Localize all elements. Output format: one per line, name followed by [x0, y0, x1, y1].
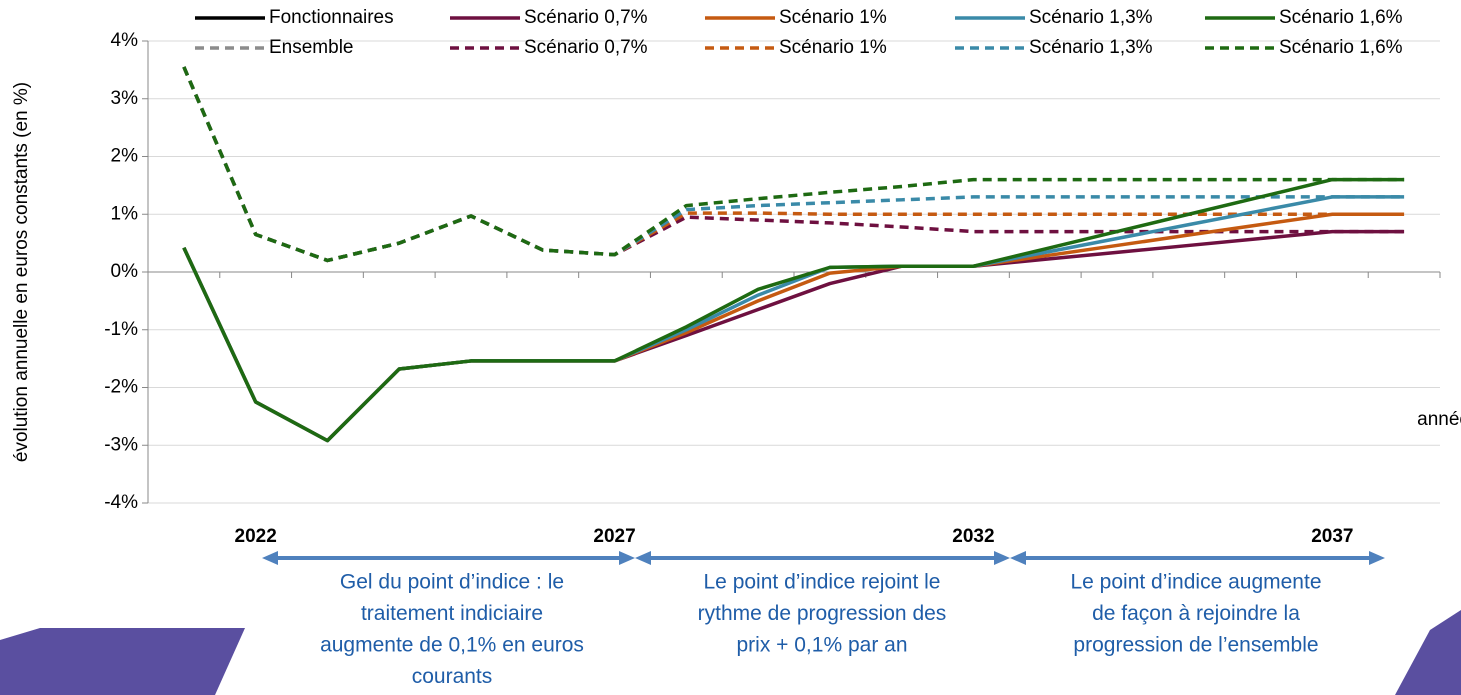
x-axis-title: année — [1417, 409, 1461, 430]
arrows — [262, 551, 1385, 565]
series-line — [182, 212, 1405, 443]
y-tick-label: -4% — [104, 492, 138, 513]
x-tick-label: 2027 — [593, 526, 635, 547]
x-tick-label: 2037 — [1311, 526, 1353, 547]
y-tick-label: 3% — [111, 88, 139, 109]
x-tick-label: 2022 — [235, 526, 277, 547]
legend-label: Scénario 1,3% — [1029, 37, 1153, 58]
annotation: Gel du point d’indice : le — [340, 571, 564, 594]
annotation: progression de l’ensemble — [1073, 634, 1318, 657]
legend-label: Scénario 1% — [779, 7, 887, 28]
annotation: de façon à rejoindre la — [1092, 602, 1300, 625]
legend-label: Scénario 1% — [779, 37, 887, 58]
annotation: augmente de 0,1% en euros — [320, 634, 584, 657]
annotation: prix + 0,1% par an — [736, 634, 907, 657]
legend-label: Ensemble — [269, 37, 354, 58]
annotation: courants — [412, 665, 493, 688]
legend-label: Fonctionnaires — [269, 7, 394, 28]
series-line — [182, 195, 1405, 443]
annotation: traitement indiciaire — [361, 602, 543, 625]
decoration — [0, 628, 245, 695]
legend-label: Scénario 0,7% — [524, 7, 648, 28]
decoration — [1395, 610, 1461, 695]
legend-label: Scénario 0,7% — [524, 37, 648, 58]
legend-label: Scénario 1,3% — [1029, 7, 1153, 28]
legend-label: Scénario 1,6% — [1279, 7, 1403, 28]
y-tick-label: 0% — [111, 261, 139, 282]
series-line — [182, 66, 1405, 263]
x-tick-label: 2032 — [952, 526, 994, 547]
y-tick-label: 2% — [111, 146, 139, 167]
series-line — [182, 229, 1405, 443]
annotation: Le point d’indice augmente — [1070, 571, 1321, 594]
y-axis-title: évolution annuelle en euros constants (e… — [11, 82, 32, 462]
y-tick-label: -3% — [104, 434, 138, 455]
series-line — [182, 177, 1405, 443]
legend-label: Scénario 1,6% — [1279, 37, 1403, 58]
y-tick-label: 1% — [111, 203, 139, 224]
y-tick-label: -2% — [104, 377, 138, 398]
annotation: Le point d’indice rejoint le — [704, 571, 941, 594]
y-tick-label: 4% — [111, 30, 139, 51]
annotation: rythme de progression des — [698, 602, 947, 625]
y-tick-label: -1% — [104, 319, 138, 340]
